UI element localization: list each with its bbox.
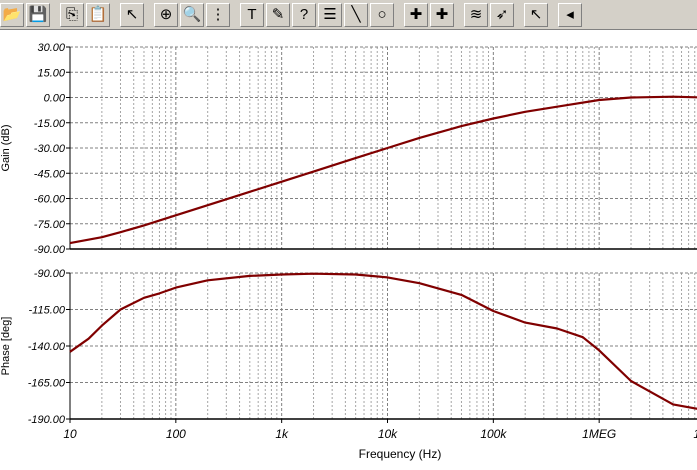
phase-x-axis-label: Frequency (Hz) (359, 447, 442, 461)
phase-y-tick-label: -140.00 (28, 341, 66, 353)
phase-x-tick-label: 1MEG (582, 427, 616, 441)
scroll-left-button[interactable]: ◂ (558, 3, 582, 27)
toolbar-separator (146, 3, 152, 27)
phase-y-tick-label: -165.00 (28, 378, 66, 390)
marker-icon: ➶ (496, 7, 509, 22)
gain-y-tick-label: -30.00 (34, 143, 66, 155)
copy-button[interactable]: ⎘ (60, 3, 84, 27)
help-annotate-icon: ? (300, 7, 308, 22)
phase-x-tick-label: 100 (166, 427, 186, 441)
phase-y-tick-label: -90.00 (34, 268, 66, 280)
toolbar-separator (52, 3, 58, 27)
text-icon: T (247, 7, 256, 22)
grid-icon: ⋮ (211, 7, 226, 22)
pointer-button[interactable]: ↖ (120, 3, 144, 27)
line-button[interactable]: ╲ (344, 3, 368, 27)
open-folder-button[interactable]: 📂 (0, 3, 24, 27)
bode-plot-area: 30.00 15.00 0.00 -15.00 -30.00 -45.00 -60.00 -7… (0, 30, 697, 465)
pointer-icon: ↖ (126, 7, 139, 22)
toolbar-separator (550, 3, 556, 27)
text-button[interactable]: T (240, 3, 264, 27)
legend-button[interactable]: ☰ (318, 3, 342, 27)
phase-y-tick-label: -115.00 (29, 305, 66, 317)
gain-y-axis-label: Gain (dB) (0, 124, 12, 171)
phase-curve (70, 274, 697, 411)
gain-y-tick-label: -90.00 (34, 244, 66, 256)
paste-button[interactable]: 📋 (86, 3, 110, 27)
gain-y-tick-label: -75.00 (34, 219, 66, 231)
zoom-100-button[interactable]: 🔍 (180, 3, 204, 27)
zoom-100-icon: 🔍 (183, 7, 202, 22)
grid-button[interactable]: ⋮ (206, 3, 230, 27)
save-button[interactable]: 💾 (26, 3, 50, 27)
legend-icon: ☰ (323, 7, 336, 22)
curves-button[interactable]: ≋ (464, 3, 488, 27)
cursor-a-button[interactable]: ✚ (404, 3, 428, 27)
toolbar-separator (516, 3, 522, 27)
phase-panel: -90.00 -115.00 -140.00 -165.00 -190.00 Phase … (0, 268, 697, 461)
marker-button[interactable]: ➶ (490, 3, 514, 27)
cursor-b-button[interactable]: ✚ (430, 3, 454, 27)
gain-y-tick-label: -15.00 (34, 118, 66, 130)
scroll-left-icon: ◂ (566, 7, 574, 22)
zoom-in-icon: ⊕ (160, 7, 173, 22)
copy-icon: ⎘ (66, 7, 78, 22)
toolbar-separator (112, 3, 118, 27)
phase-x-tick-label: 10 (63, 427, 77, 441)
gain-y-tick-label: -45.00 (34, 168, 66, 180)
gain-curve (70, 97, 697, 243)
curves-icon: ≋ (470, 7, 483, 22)
paste-icon: 📋 (89, 7, 108, 22)
phase-x-tick-label: 100k (480, 427, 507, 441)
toolbar: 📂 💾 ⎘ 📋 ↖ ⊕ 🔍 ⋮ T ✎? ☰ ╲ ○ ✚ ✚ ≋ ➶ ↖ ◂ (0, 0, 697, 30)
arrow-icon: ↖ (530, 7, 543, 22)
phase-x-tick-label: 10M (693, 427, 697, 441)
cursor-b-icon: ✚ (436, 7, 449, 22)
open-folder-icon: 📂 (3, 7, 22, 22)
toolbar-separator (232, 3, 238, 27)
bode-plot: 30.00 15.00 0.00 -15.00 -30.00 -45.00 -60.00 -7… (0, 30, 697, 465)
gain-y-tick-label: 15.00 (37, 67, 65, 79)
ellipse-button[interactable]: ○ (370, 3, 394, 27)
help-annotate-button[interactable]: ? (292, 3, 316, 27)
toolbar-separator (396, 3, 402, 27)
phase-y-tick-label: -190.00 (28, 414, 66, 426)
gain-y-tick-label: 0.00 (44, 93, 66, 105)
save-icon: 💾 (29, 7, 48, 22)
ellipse-icon: ○ (377, 7, 386, 22)
arrow-button[interactable]: ↖ (524, 3, 548, 27)
phase-x-tick-label: 1k (275, 427, 289, 441)
annotate-icon: ✎ (272, 7, 285, 22)
gain-panel: 30.00 15.00 0.00 -15.00 -30.00 -45.00 -60.00 -7… (0, 42, 697, 256)
gain-y-tick-label: 30.00 (37, 42, 65, 54)
phase-x-tick-label: 10k (378, 427, 398, 441)
cursor-a-icon: ✚ (410, 7, 423, 22)
gain-y-tick-label: -60.00 (34, 194, 66, 206)
annotate-button[interactable]: ✎ (266, 3, 290, 27)
toolbar-separator (456, 3, 462, 27)
phase-y-axis-label: Phase [deg] (0, 317, 12, 376)
zoom-in-button[interactable]: ⊕ (154, 3, 178, 27)
line-icon: ╲ (351, 7, 360, 22)
